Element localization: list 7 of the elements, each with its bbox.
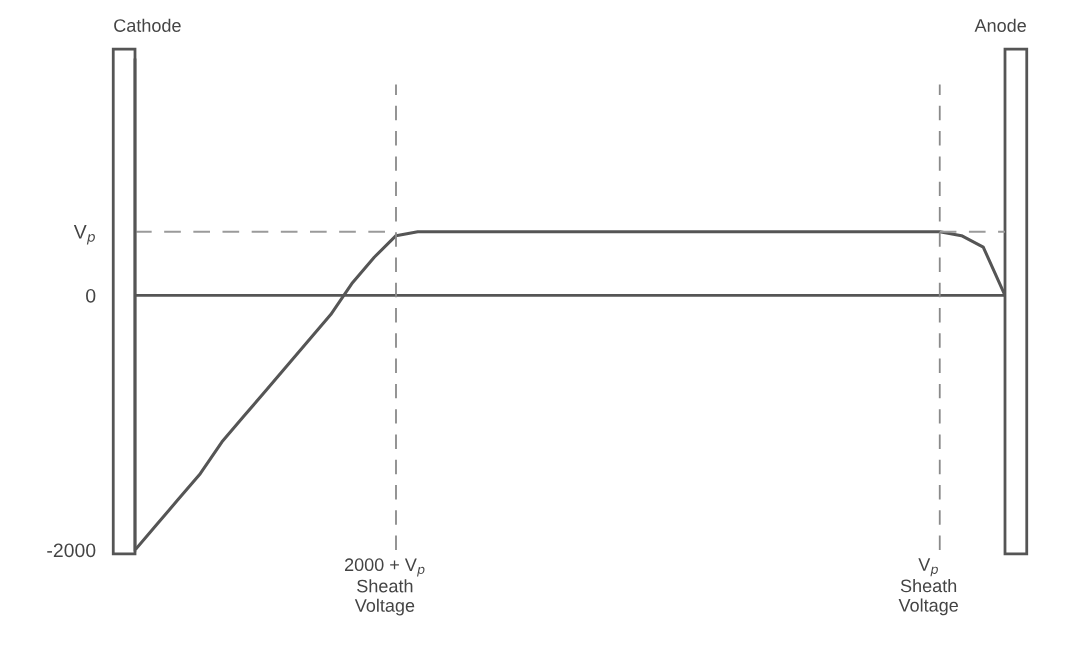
y-tick-label: -2000 [47, 543, 96, 558]
text: V$_{p}$ Sheath Voltage [898, 558, 958, 616]
text: 2000 + V$_{p}$ Sheath Voltage [344, 558, 425, 616]
text: Cathode [114, 18, 181, 32]
y-tick-label: 0 [86, 288, 96, 303]
y-tick-label: V$_{p}$ [73, 225, 95, 245]
text: Anode [974, 18, 1026, 32]
